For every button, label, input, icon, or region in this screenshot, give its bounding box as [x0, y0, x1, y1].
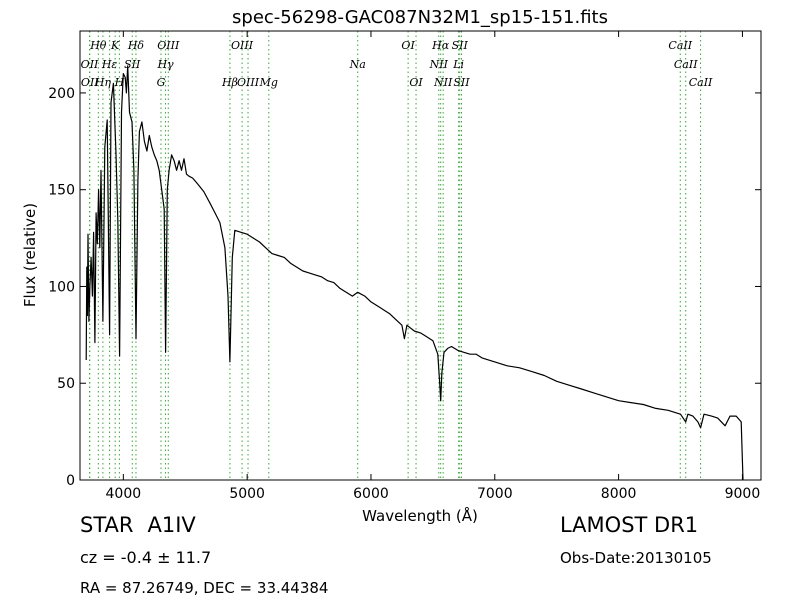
redshift-cz: cz = -0.4 ± 11.7	[80, 548, 212, 567]
line-marker-label: Na	[349, 58, 366, 71]
line-marker-label: CaII	[668, 39, 692, 52]
spectrum-line	[85, 65, 744, 481]
x-tick-label: 5000	[229, 486, 265, 502]
line-marker-label: OII	[81, 58, 99, 71]
observation-date: Obs-Date:20130105	[560, 549, 712, 567]
line-marker-label: NII	[433, 76, 453, 89]
object-subclass: A1IV	[147, 513, 196, 537]
line-marker-label: Hθ	[89, 39, 107, 52]
y-axis-ticks: 0 50 100 150 200	[48, 86, 761, 489]
line-marker-label: SII	[452, 39, 469, 52]
line-marker-label: OI	[409, 76, 423, 89]
line-marker-label: G	[157, 76, 166, 89]
line-marker-label: SII	[453, 76, 470, 89]
line-marker-label: Mg	[259, 76, 278, 89]
survey-name: LAMOST DR1	[560, 513, 699, 537]
x-tick-label: 7000	[477, 486, 513, 502]
line-marker-label: Hα	[431, 39, 450, 52]
line-marker-label: NII	[429, 58, 449, 71]
line-marker-label: OIII	[231, 39, 254, 52]
y-tick-label: 150	[48, 183, 75, 199]
line-marker-label: Hη	[94, 76, 112, 89]
object-class: STAR	[80, 513, 134, 537]
x-tick-label: 6000	[353, 486, 389, 502]
y-tick-label: 100	[48, 279, 75, 295]
line-marker-label: Hδ	[127, 39, 145, 52]
spectral-line-markers	[89, 31, 702, 480]
line-marker-label: OIII	[237, 76, 260, 89]
line-marker-label: SII	[124, 58, 141, 71]
line-marker-label: CaII	[674, 58, 698, 71]
x-axis-ticks: 4000 5000 6000 7000 8000 9000	[106, 31, 761, 502]
line-marker-label: Hε	[101, 58, 118, 71]
x-tick-label: 4000	[106, 486, 142, 502]
line-marker-label: Hγ	[156, 58, 174, 71]
line-marker-label: H	[114, 76, 125, 89]
x-tick-label: 9000	[725, 486, 761, 502]
chart-title: spec-56298-GAC087N32M1_sp15-151.fits	[232, 7, 608, 28]
line-marker-label: Hβ	[221, 76, 238, 89]
ra-dec-coordinates: RA = 87.26749, DEC = 33.44384	[80, 579, 329, 597]
x-axis-label: Wavelength (Å)	[362, 506, 478, 525]
y-tick-label: 0	[66, 473, 75, 489]
x-tick-label: 8000	[601, 486, 637, 502]
plot-frame	[79, 30, 762, 481]
y-tick-label: 50	[57, 376, 75, 392]
y-tick-label: 200	[48, 86, 75, 102]
line-marker-label: OII	[81, 76, 99, 89]
line-marker-label: K	[110, 39, 120, 52]
line-marker-label: OI	[401, 39, 415, 52]
line-marker-label: Li	[452, 58, 464, 71]
y-axis-label: Flux (relative)	[21, 203, 39, 307]
object-classification: STAR A1IV	[80, 513, 196, 537]
line-marker-label: OIII	[157, 39, 180, 52]
line-marker-label: CaII	[689, 76, 713, 89]
